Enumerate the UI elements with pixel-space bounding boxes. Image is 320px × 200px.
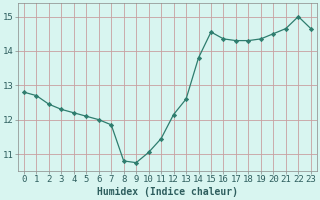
X-axis label: Humidex (Indice chaleur): Humidex (Indice chaleur) <box>97 187 238 197</box>
